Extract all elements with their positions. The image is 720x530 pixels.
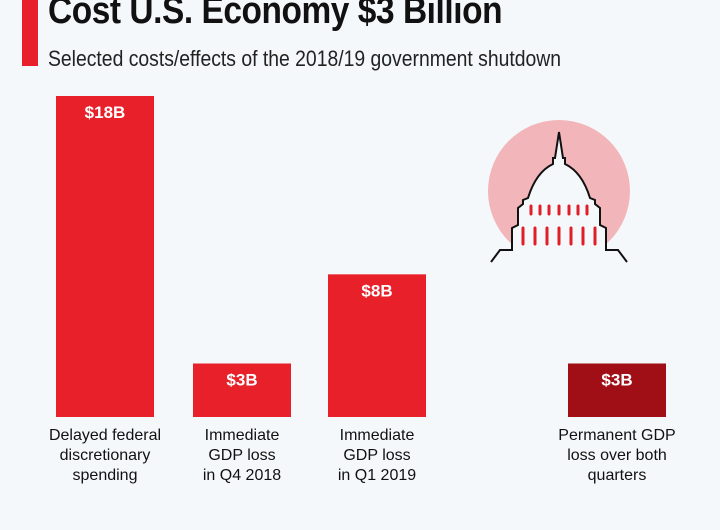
category-label-line: in Q1 2019 (337, 467, 417, 484)
bar (568, 363, 666, 417)
bar (193, 363, 291, 417)
category-label: Immediate GDP loss in Q1 2019 (302, 426, 452, 486)
category-label-line: quarters (587, 467, 647, 484)
category-label-line: spending (72, 467, 138, 484)
bar (56, 96, 154, 417)
title-accent-bar (22, 0, 38, 66)
data-label: $3B (226, 371, 257, 390)
category-label-line: Immediate (204, 427, 280, 444)
category-label-line: discretionary (59, 447, 151, 464)
category-label: Immediate GDP loss in Q4 2018 (167, 426, 317, 486)
category-label: Permanent GDP loss over both quarters (542, 426, 692, 486)
category-label-line: loss over both (567, 447, 667, 464)
data-label: $18B (85, 103, 126, 122)
category-label: Delayed federal discretionary spending (30, 426, 180, 486)
category-label-line: Permanent GDP (558, 427, 676, 444)
capitol-building-icon (488, 120, 630, 263)
category-label-line: Immediate (339, 427, 415, 444)
data-label: $8B (361, 281, 392, 300)
bar (328, 274, 426, 417)
chart-title: Cost U.S. Economy $3 Billion (48, 0, 503, 32)
category-label-line: in Q4 2018 (202, 467, 282, 484)
data-label: $3B (601, 371, 632, 390)
category-label-line: Delayed federal (48, 427, 162, 444)
category-label-line: GDP loss (343, 447, 411, 464)
category-label-line: GDP loss (208, 447, 276, 464)
chart-subtitle: Selected costs/effects of the 2018/19 go… (48, 46, 562, 71)
